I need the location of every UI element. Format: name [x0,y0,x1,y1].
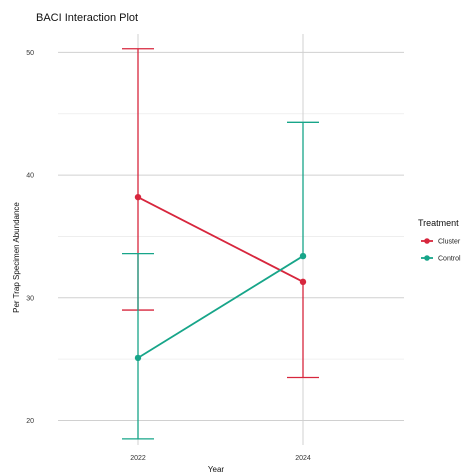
chart-title: BACI Interaction Plot [36,12,138,24]
cluster-data-point [299,278,307,286]
errorbar-layer [122,48,319,440]
grid-layer [58,34,404,445]
legend-title: Treatment [418,218,459,228]
y-tick-label: 50 [26,50,34,57]
cluster-legend-label: Cluster [438,239,461,246]
line-layer [137,196,304,359]
x-tick-label: 2022 [130,455,146,462]
legend: Treatment Cluster Control [418,218,461,263]
control-legend-label: Control [438,256,461,263]
x-axis-title: Year [208,465,225,474]
legend-items: Cluster Control [421,238,461,263]
point-layer [134,193,307,362]
y-axis-title: Per Trap Specimen Abundance [12,202,21,313]
tick-label-layer: 20 30 40 50 2022 2024 [26,50,311,462]
control-data-point [299,252,307,260]
cluster-series-line [137,196,304,283]
y-tick-label: 40 [26,173,34,180]
x-tick-label: 2024 [295,455,311,462]
control-series-line [137,255,304,359]
y-tick-label: 30 [26,295,34,302]
control-legend-key-point [424,255,430,261]
cluster-data-point [134,193,142,201]
cluster-legend-key-point [424,238,430,244]
control-data-point [134,354,142,362]
y-tick-label: 20 [26,418,34,425]
